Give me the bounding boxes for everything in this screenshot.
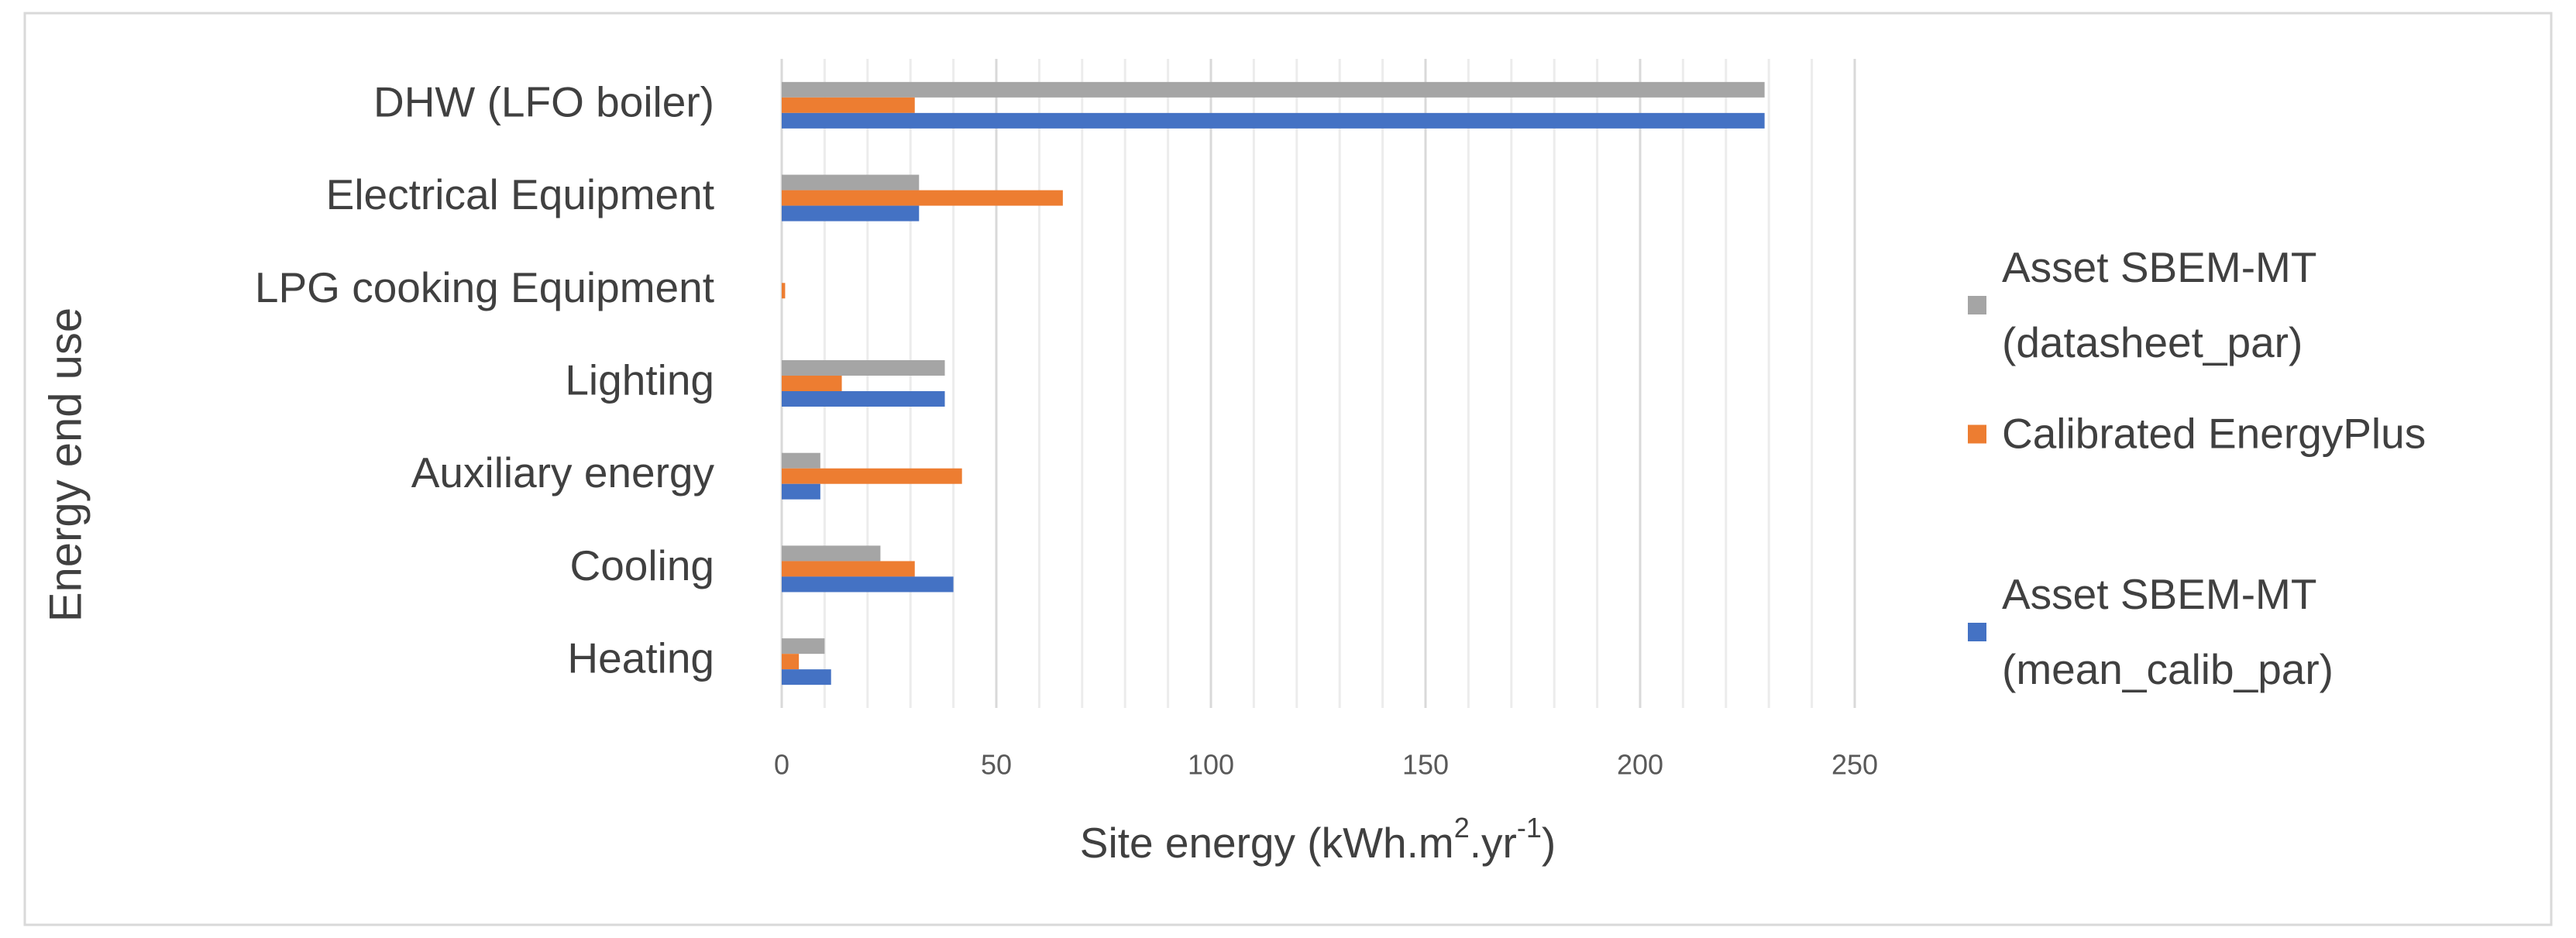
y-axis-label: Energy end use [40,308,91,622]
legend-swatch [1968,424,1986,443]
bar [782,391,945,407]
y-tick-label: Electrical Equipment [326,170,714,218]
bar [782,81,1765,98]
bar [782,112,1765,129]
x-axis-label-part: Site energy (kWh.m [1080,819,1454,867]
bar [782,576,954,593]
x-tick-label: 100 [1188,749,1234,781]
y-tick-label: Auxiliary energy [411,448,715,496]
legend-label: Calibrated EnergyPlus [2002,409,2426,458]
bar [782,638,825,655]
bar [782,174,920,191]
y-tick-label: LPG cooking Equipment [255,263,714,311]
x-tick-label: 0 [774,749,789,781]
legend-entry: Asset SBEM-MT (datasheet_par) [1968,230,2557,380]
bar [782,483,820,500]
legend-entry: Asset SBEM-MT (mean_calib_par) [1968,557,2557,707]
chart-border [23,12,2553,926]
x-tick-label: 150 [1402,749,1449,781]
y-tick-label: Heating [567,634,714,682]
legend-entry: Calibrated EnergyPlus [1968,397,2557,472]
x-axis-label: Site energy (kWh.m2.yr-1) [1080,812,1556,867]
bar [782,97,915,113]
y-tick-label: DHW (LFO boiler) [373,77,714,125]
x-axis-label-part: 2 [1454,812,1470,844]
bar [782,190,1063,206]
bar [782,360,945,376]
bar [782,654,800,670]
legend-label: Asset SBEM-MT (mean_calib_par) [2002,570,2334,693]
bar [782,205,920,222]
x-tick-label: 250 [1831,749,1878,781]
bar [782,545,881,562]
legend-swatch [1968,623,1986,641]
x-tick-label: 50 [981,749,1012,781]
legend-swatch [1968,296,1986,314]
legend-label: Asset SBEM-MT (datasheet_par) [2002,243,2316,366]
x-tick-label: 200 [1617,749,1663,781]
y-tick-label: Lighting [565,356,714,404]
x-axis-label-part: -1 [1517,812,1542,844]
bar [782,452,820,469]
bar [782,468,962,484]
bar [782,561,915,577]
bar [782,376,842,391]
x-axis-label-part: .yr [1470,819,1517,867]
bar [782,283,786,299]
bar [782,669,831,685]
x-axis-label-part: ) [1542,819,1556,867]
y-tick-label: Cooling [569,541,714,589]
